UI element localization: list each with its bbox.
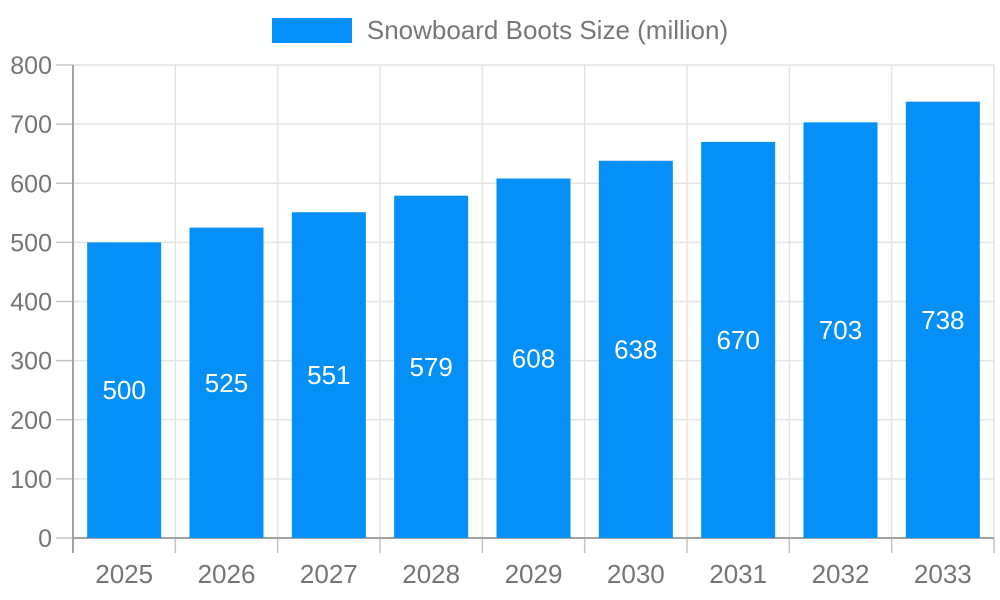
bar-2029[interactable] [496, 178, 571, 538]
y-tick-label-800: 800 [10, 52, 52, 80]
x-tick-label-2029: 2029 [505, 559, 563, 589]
x-tick-label-2028: 2028 [402, 559, 460, 589]
x-tick-label-2025: 2025 [95, 559, 153, 589]
bar-value-label-2031: 670 [716, 325, 759, 355]
bar-value-label-2032: 703 [819, 315, 862, 345]
bar-value-label-2030: 638 [614, 334, 657, 364]
y-tick-label-100: 100 [10, 466, 52, 494]
legend-label: Snowboard Boots Size (million) [366, 15, 729, 45]
bar-2025[interactable] [87, 242, 162, 538]
legend: Snowboard Boots Size (million) [0, 0, 1000, 60]
x-tick-label-2031: 2031 [709, 559, 767, 589]
bar-value-label-2028: 579 [409, 352, 452, 382]
y-tick-label-500: 500 [10, 229, 52, 257]
bar-2031[interactable] [701, 141, 776, 539]
y-tick-label-200: 200 [10, 407, 52, 435]
bar-value-label-2029: 608 [512, 343, 555, 373]
y-tick-label-600: 600 [10, 170, 52, 198]
bar-2033[interactable] [905, 101, 980, 538]
bar-value-label-2025: 500 [102, 375, 145, 405]
x-tick-label-2032: 2032 [812, 559, 870, 589]
y-tick-label-300: 300 [10, 348, 52, 376]
bar-2032[interactable] [803, 122, 878, 538]
bar-value-label-2026: 525 [205, 368, 248, 398]
x-tick-label-2026: 2026 [198, 559, 256, 589]
legend-item[interactable]: Snowboard Boots Size (million) [271, 15, 729, 45]
bar-2030[interactable] [598, 160, 673, 538]
x-tick-label-2027: 2027 [300, 559, 358, 589]
x-tick-label-2033: 2033 [914, 559, 972, 589]
y-tick-label-400: 400 [10, 289, 52, 317]
bar-2028[interactable] [394, 195, 469, 538]
bar-2026[interactable] [189, 227, 264, 538]
bar-2027[interactable] [291, 212, 366, 538]
legend-swatch-icon [271, 17, 352, 43]
bar-value-label-2027: 551 [307, 360, 350, 390]
x-tick-label-2030: 2030 [607, 559, 665, 589]
y-tick-label-700: 700 [10, 111, 52, 139]
bar-value-label-2033: 738 [921, 305, 964, 335]
y-tick-label-0: 0 [38, 525, 52, 553]
